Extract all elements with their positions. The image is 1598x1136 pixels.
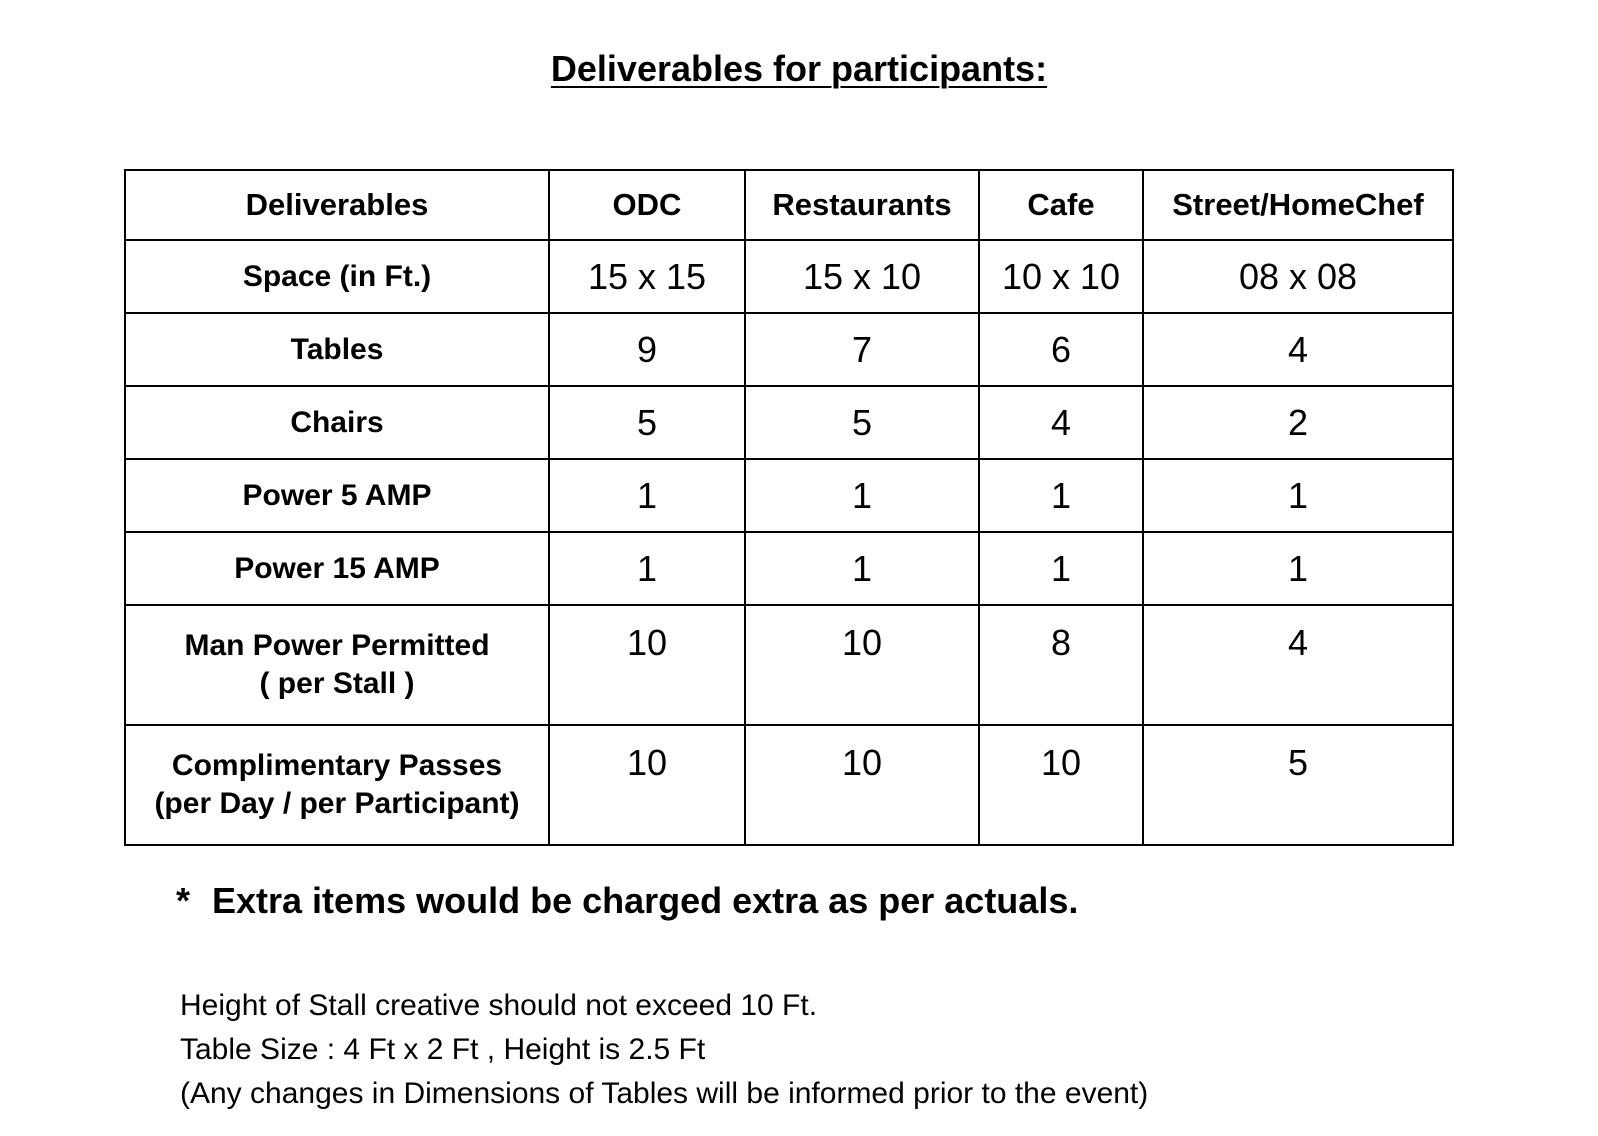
row-label-line: Space (in Ft.): [242, 259, 432, 293]
deliverables-table: Deliverables ODC Restaurants Cafe Street…: [124, 169, 1454, 846]
row-label-line: Complimentary Passes: [171, 749, 503, 782]
cell-cafe: 8: [978, 604, 1144, 726]
table-row-chairs: Chairs 5 5 4 2: [124, 385, 1454, 460]
cell-odc: 5: [548, 385, 746, 460]
table-row-power-15-amp: Power 15 AMP 1 1 1 1: [124, 531, 1454, 606]
row-label-line: Chairs: [290, 405, 384, 439]
cell-street-homechef: 4: [1142, 312, 1454, 387]
row-label-line: Tables: [290, 332, 384, 366]
cell-street-homechef: 08 x 08: [1142, 239, 1454, 314]
row-label-line: Power 15 AMP: [234, 551, 440, 585]
cell-odc: 9: [548, 312, 746, 387]
table-row-space: Space (in Ft.) 15 x 15 15 x 10 10 x 10 0…: [124, 239, 1454, 314]
stall-info-block: Height of Stall creative should not exce…: [180, 984, 1148, 1116]
cell-restaurants: 1: [744, 531, 980, 606]
row-label-power-15-amp: Power 15 AMP: [124, 531, 550, 606]
header-restaurants: Restaurants: [744, 169, 980, 241]
row-label-line: Man Power Permitted: [184, 629, 490, 662]
cell-odc: 10: [548, 604, 746, 726]
cell-cafe: 6: [978, 312, 1144, 387]
header-cafe: Cafe: [978, 169, 1144, 241]
cell-street-homechef: 1: [1142, 531, 1454, 606]
row-label-line: ( per Stall ): [259, 667, 415, 700]
extra-items-note: * Extra items would be charged extra as p…: [176, 880, 1078, 922]
page-title: Deliverables for participants:: [550, 48, 1048, 89]
info-line-stall-height: Height of Stall creative should not exce…: [180, 989, 818, 1022]
cell-odc: 15 x 15: [548, 239, 746, 314]
row-label-man-power: Man Power Permitted ( per Stall ): [124, 604, 550, 726]
row-label-space: Space (in Ft.): [124, 239, 550, 314]
cell-restaurants: 1: [744, 458, 980, 533]
cell-cafe: 1: [978, 458, 1144, 533]
cell-cafe: 10 x 10: [978, 239, 1144, 314]
deliverables-table-container: Deliverables ODC Restaurants Cafe Street…: [124, 169, 1454, 846]
cell-street-homechef: 5: [1142, 724, 1454, 846]
cell-odc: 1: [548, 458, 746, 533]
note-text: Extra items would be charged extra as pe…: [212, 880, 1079, 921]
cell-odc: 1: [548, 531, 746, 606]
cell-street-homechef: 4: [1142, 604, 1454, 726]
header-street-homechef: Street/HomeChef: [1142, 169, 1454, 241]
cell-cafe: 1: [978, 531, 1144, 606]
cell-cafe: 4: [978, 385, 1144, 460]
cell-restaurants: 5: [744, 385, 980, 460]
table-header-row: Deliverables ODC Restaurants Cafe Street…: [124, 169, 1454, 241]
row-label-chairs: Chairs: [124, 385, 550, 460]
table-row-tables: Tables 9 7 6 4: [124, 312, 1454, 387]
cell-odc: 10: [548, 724, 746, 846]
row-label-line: (per Day / per Participant): [154, 787, 520, 820]
header-deliverables: Deliverables: [124, 169, 550, 241]
header-odc: ODC: [548, 169, 746, 241]
cell-street-homechef: 1: [1142, 458, 1454, 533]
cell-restaurants: 10: [744, 724, 980, 846]
info-line-dimension-changes: (Any changes in Dimensions of Tables wil…: [180, 1077, 1149, 1110]
cell-restaurants: 15 x 10: [744, 239, 980, 314]
cell-restaurants: 7: [744, 312, 980, 387]
table-row-power-5-amp: Power 5 AMP 1 1 1 1: [124, 458, 1454, 533]
cell-restaurants: 10: [744, 604, 980, 726]
cell-street-homechef: 2: [1142, 385, 1454, 460]
table-row-man-power: Man Power Permitted ( per Stall ) 10 10 …: [124, 604, 1454, 726]
row-label-complimentary-passes: Complimentary Passes (per Day / per Part…: [124, 724, 550, 846]
info-line-table-size: Table Size : 4 Ft x 2 Ft , Height is 2.5…: [180, 1033, 706, 1066]
row-label-power-5-amp: Power 5 AMP: [124, 458, 550, 533]
table-row-complimentary-passes: Complimentary Passes (per Day / per Part…: [124, 724, 1454, 846]
row-label-line: Power 5 AMP: [242, 478, 432, 512]
row-label-tables: Tables: [124, 312, 550, 387]
note-asterisk: *: [176, 880, 191, 921]
cell-cafe: 10: [978, 724, 1144, 846]
